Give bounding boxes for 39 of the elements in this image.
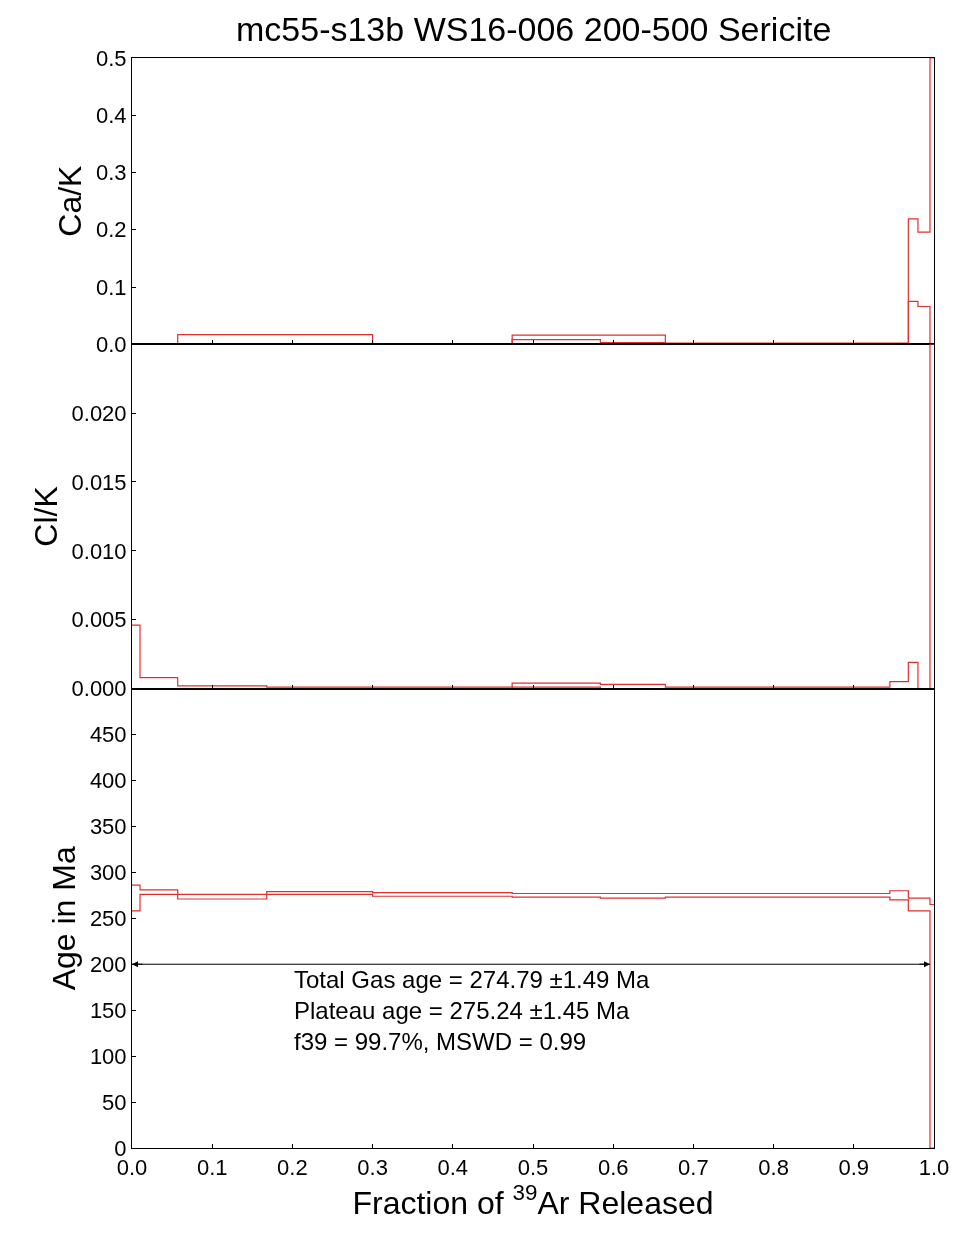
x-tick-label: 0.9 (838, 1155, 870, 1181)
y-tick-label: 400 (89, 768, 127, 794)
y-tick-label: 0.5 (96, 45, 127, 71)
y-tick-label: 0 (114, 1135, 127, 1161)
y-tick-label: 0.2 (96, 217, 127, 243)
annotation: f39 = 99.7%, MSWD = 0.99 (294, 1028, 587, 1056)
y-tick-label: 250 (89, 905, 127, 931)
x-tick-label: 0.7 (678, 1155, 709, 1181)
y-axis-title: Ca/K (52, 165, 89, 237)
y-tick-label: 300 (89, 860, 127, 886)
y-tick-label: 50 (102, 1089, 127, 1115)
x-tick-label: 0.3 (357, 1155, 388, 1181)
x-tick-label: 0.8 (758, 1155, 789, 1181)
y-tick-label: 0.010 (71, 538, 127, 564)
y-tick-label: 0.015 (71, 469, 127, 495)
annotation: Total Gas age = 274.79 ±1.49 Ma (294, 966, 651, 993)
chart-title: mc55-s13b WS16-006 200-500 Sericite (236, 10, 832, 48)
x-tick-label: 1.0 (918, 1155, 950, 1181)
y-tick-label: 0.0 (96, 331, 127, 357)
x-tick-label: 0.2 (277, 1155, 308, 1181)
y-tick-label: 0.4 (96, 102, 127, 128)
y-tick-label: 0.000 (71, 676, 127, 702)
y-tick-label: 0.005 (71, 607, 127, 633)
y-tick-label: 0.1 (96, 274, 127, 300)
y-tick-label: 0.020 (71, 400, 127, 426)
x-tick-label: 0.4 (437, 1155, 469, 1181)
x-tick-label: 0.5 (517, 1155, 549, 1181)
y-tick-label: 350 (89, 814, 127, 840)
annotation: Plateau age = 275.24 ±1.45 Ma (294, 997, 631, 1025)
y-axis-title: Cl/K (27, 486, 64, 547)
y-tick-label: 100 (89, 1043, 127, 1069)
y-tick-label: 150 (89, 997, 127, 1023)
y-tick-label: 450 (89, 722, 127, 748)
y-tick-label: 0.3 (96, 160, 127, 186)
x-tick-label: 0.1 (196, 1155, 228, 1181)
x-axis-title: Fraction of $^{39}$Ar Released (352, 1180, 714, 1221)
x-tick-label: 0.6 (597, 1155, 629, 1181)
y-axis-title: Age in Ma (46, 846, 83, 991)
y-tick-label: 200 (89, 951, 127, 977)
